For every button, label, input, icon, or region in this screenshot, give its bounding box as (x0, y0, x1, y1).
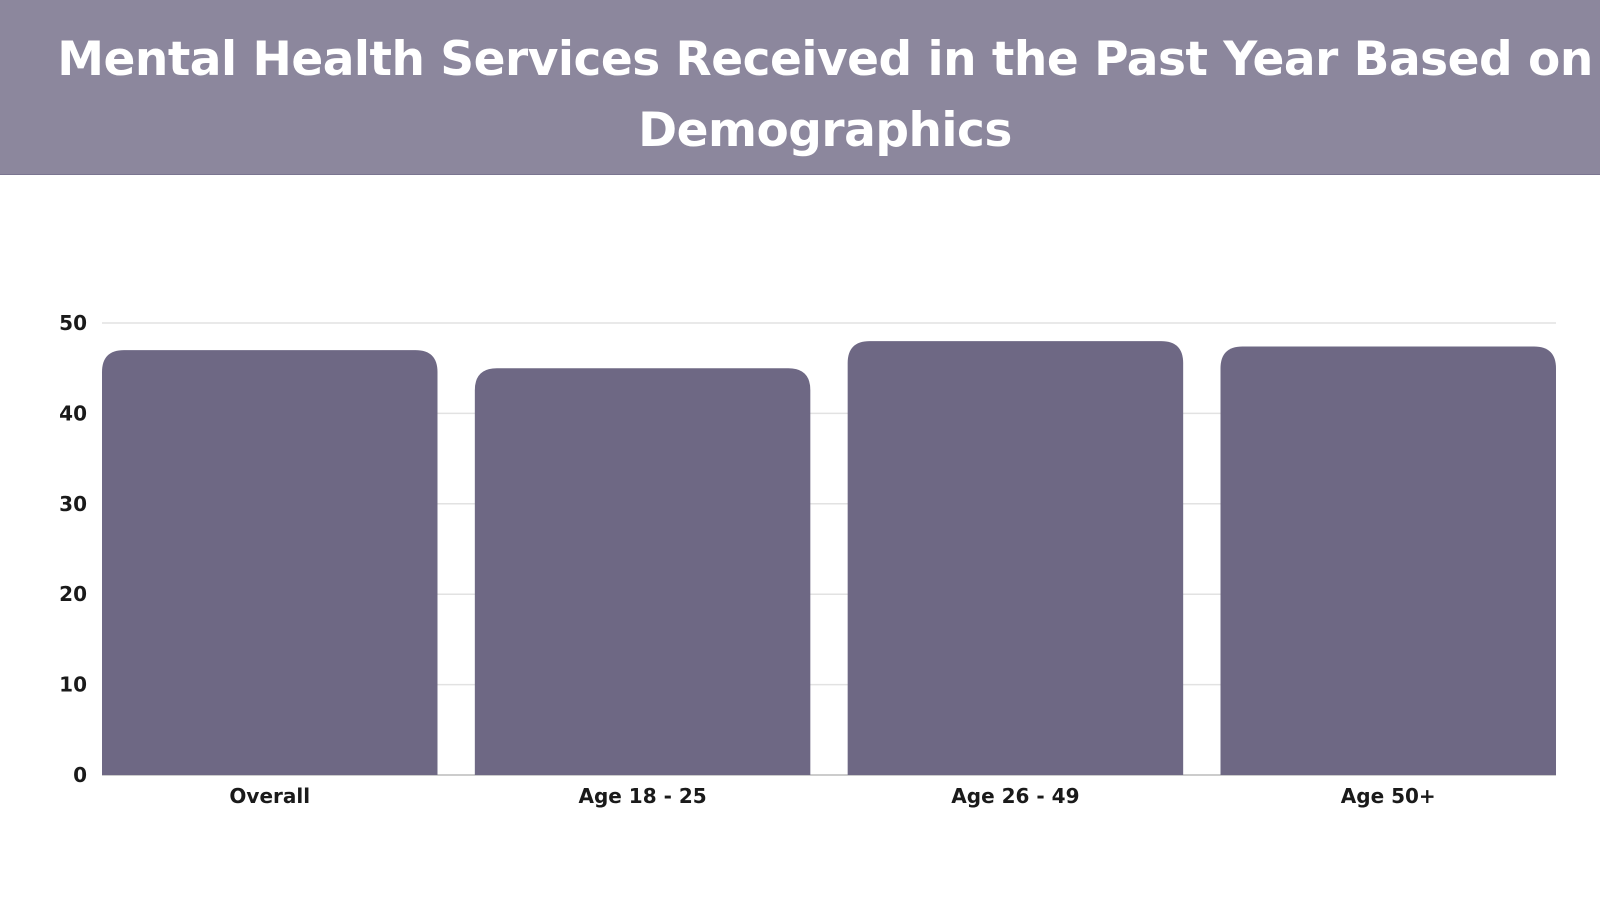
bar (1220, 346, 1556, 775)
x-axis-labels: Overall Age 18 - 25 Age 26 - 49 Age 50+ (229, 784, 1435, 808)
y-axis-ticks: 0 10 20 30 40 50 (59, 311, 87, 787)
y-tick-label: 30 (59, 492, 87, 516)
y-tick-label: 20 (59, 582, 87, 606)
x-category-label: Age 26 - 49 (951, 784, 1079, 808)
y-tick-label: 10 (59, 673, 87, 697)
bar (102, 350, 438, 775)
y-tick-label: 0 (73, 763, 87, 787)
bar (847, 341, 1184, 775)
y-tick-label: 50 (59, 311, 87, 335)
bar (474, 368, 811, 775)
x-category-label: Overall (229, 784, 310, 808)
y-tick-label: 40 (59, 401, 87, 425)
x-category-label: Age 50+ (1341, 784, 1436, 808)
title-banner: Mental Health Services Received in the P… (0, 0, 1600, 175)
bars (102, 341, 1556, 775)
x-category-label: Age 18 - 25 (578, 784, 706, 808)
chart-title: Mental Health Services Received in the P… (57, 32, 1593, 158)
